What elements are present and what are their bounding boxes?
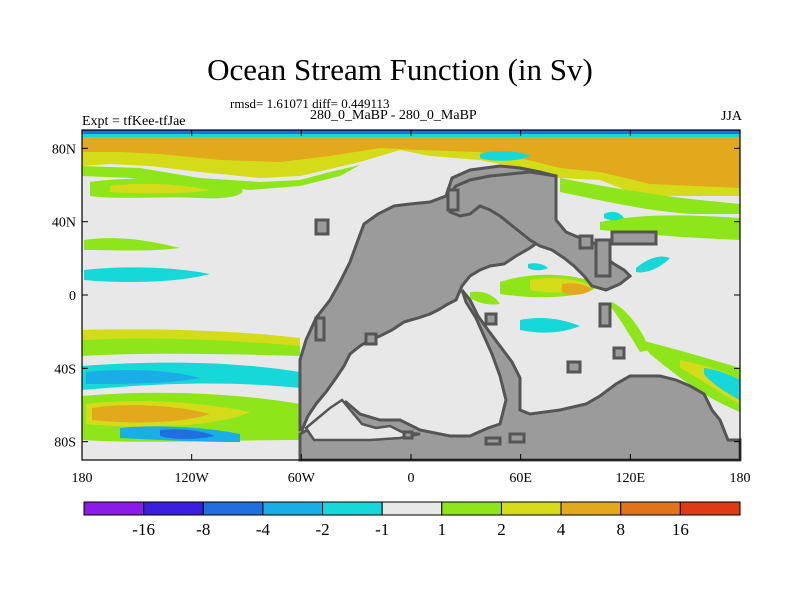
- land-island-10: [508, 432, 526, 444]
- land-island-1: [314, 316, 326, 342]
- colorbar-swatch: [620, 501, 681, 516]
- land-island-9: [610, 230, 658, 246]
- band-north-orange: [82, 137, 740, 188]
- colorbar-label: -2: [315, 520, 329, 539]
- land-island-7: [578, 234, 594, 250]
- band-se-yellow: [680, 360, 740, 404]
- land-island-6: [566, 360, 582, 374]
- x-tick-label: 120E: [616, 471, 646, 486]
- x-tick-label: 0: [408, 471, 415, 486]
- colorbar-swatch: [262, 501, 324, 516]
- land-island-13: [446, 188, 460, 212]
- x-tick-label: 60E: [509, 471, 532, 486]
- colorbar-label: -4: [256, 520, 271, 539]
- season-label: JJA: [720, 109, 742, 124]
- chart-subtitle: 280_0_MaBP - 280_0_MaBP: [310, 108, 477, 123]
- colorbar-label: 2: [497, 520, 506, 539]
- colorbar-label: 1: [438, 520, 447, 539]
- band-deep-south-orange: [92, 405, 210, 423]
- colorbar-label: 16: [672, 520, 689, 539]
- band-kuroshio-cyan: [604, 211, 624, 221]
- colorbar-swatch: [202, 501, 264, 516]
- colorbar-swatch: [500, 501, 562, 516]
- band-north-green: [82, 165, 360, 190]
- colorbar-label: 8: [616, 520, 625, 539]
- band-australia-green: [610, 302, 650, 352]
- band-pacific-cyan: [636, 256, 670, 273]
- colorbar-swatch: [679, 501, 741, 516]
- land-island-12: [402, 430, 414, 440]
- band-ne-green: [560, 178, 740, 214]
- band-indian-cyan-2: [528, 263, 548, 271]
- band-indian-orange: [562, 283, 592, 295]
- colorbar-swatch: [441, 501, 502, 516]
- y-tick-label: 40S: [54, 362, 76, 377]
- y-tick-label: 40N: [52, 216, 76, 231]
- colorbar-swatch: [322, 501, 383, 516]
- band-south-green: [82, 338, 300, 356]
- land-island-4: [598, 302, 612, 328]
- land-antarctica-hole: [304, 398, 421, 442]
- land-island-3: [484, 312, 498, 326]
- x-tick-label: 180: [72, 471, 93, 486]
- band-se-green: [640, 340, 740, 412]
- chart-title: Ocean Stream Function (in Sv): [207, 52, 593, 87]
- x-tick-label: 120W: [175, 471, 210, 486]
- colorbar-label: -8: [196, 520, 210, 539]
- x-tick-label: 60W: [288, 471, 316, 486]
- band-tropic-cyan: [84, 267, 210, 282]
- band-indian-cyan: [520, 318, 580, 333]
- land-island-11: [484, 436, 502, 446]
- colorbar-swatch: [83, 501, 145, 516]
- land-island-2: [364, 332, 378, 346]
- experiment-label: Expt = tfKee-tfJae: [82, 114, 186, 129]
- stats-text: rmsd= 1.61071 diff= 0.449113: [230, 96, 390, 111]
- x-tick-label: 180: [730, 471, 751, 486]
- colorbar-label: 4: [557, 520, 566, 539]
- colorbar-swatch: [143, 501, 204, 516]
- band-tropic-green: [84, 238, 180, 251]
- colorbar-swatch: [560, 501, 622, 516]
- band-se-cyan: [704, 368, 740, 400]
- land-island-5: [612, 346, 626, 360]
- land-layer: [298, 164, 742, 462]
- band-south-lightblue: [86, 370, 200, 384]
- colorbar-label: -16: [132, 520, 155, 539]
- band-sw-blue: [160, 429, 215, 439]
- colorbar: -16 -8 -4 -2 -1 1 2 4 8 16: [83, 501, 741, 539]
- band-ne-green-2: [600, 215, 740, 240]
- land-americas: [298, 164, 558, 432]
- axis-ticks: 180 120W 60W 0 60E 120E 180 80N 40N 0 40S 80S: [52, 130, 751, 486]
- land-island-0: [314, 218, 330, 236]
- colorbar-label: -1: [375, 520, 389, 539]
- colorbar-swatch: [381, 501, 443, 516]
- y-tick-label: 80S: [54, 436, 76, 451]
- y-tick-label: 0: [69, 289, 76, 304]
- band-arctic-cyan: [480, 151, 530, 161]
- band-arabian-green: [470, 291, 500, 305]
- band-midlat-yellow: [110, 183, 210, 194]
- y-tick-label: 80N: [52, 142, 76, 157]
- land-island-8: [594, 238, 612, 278]
